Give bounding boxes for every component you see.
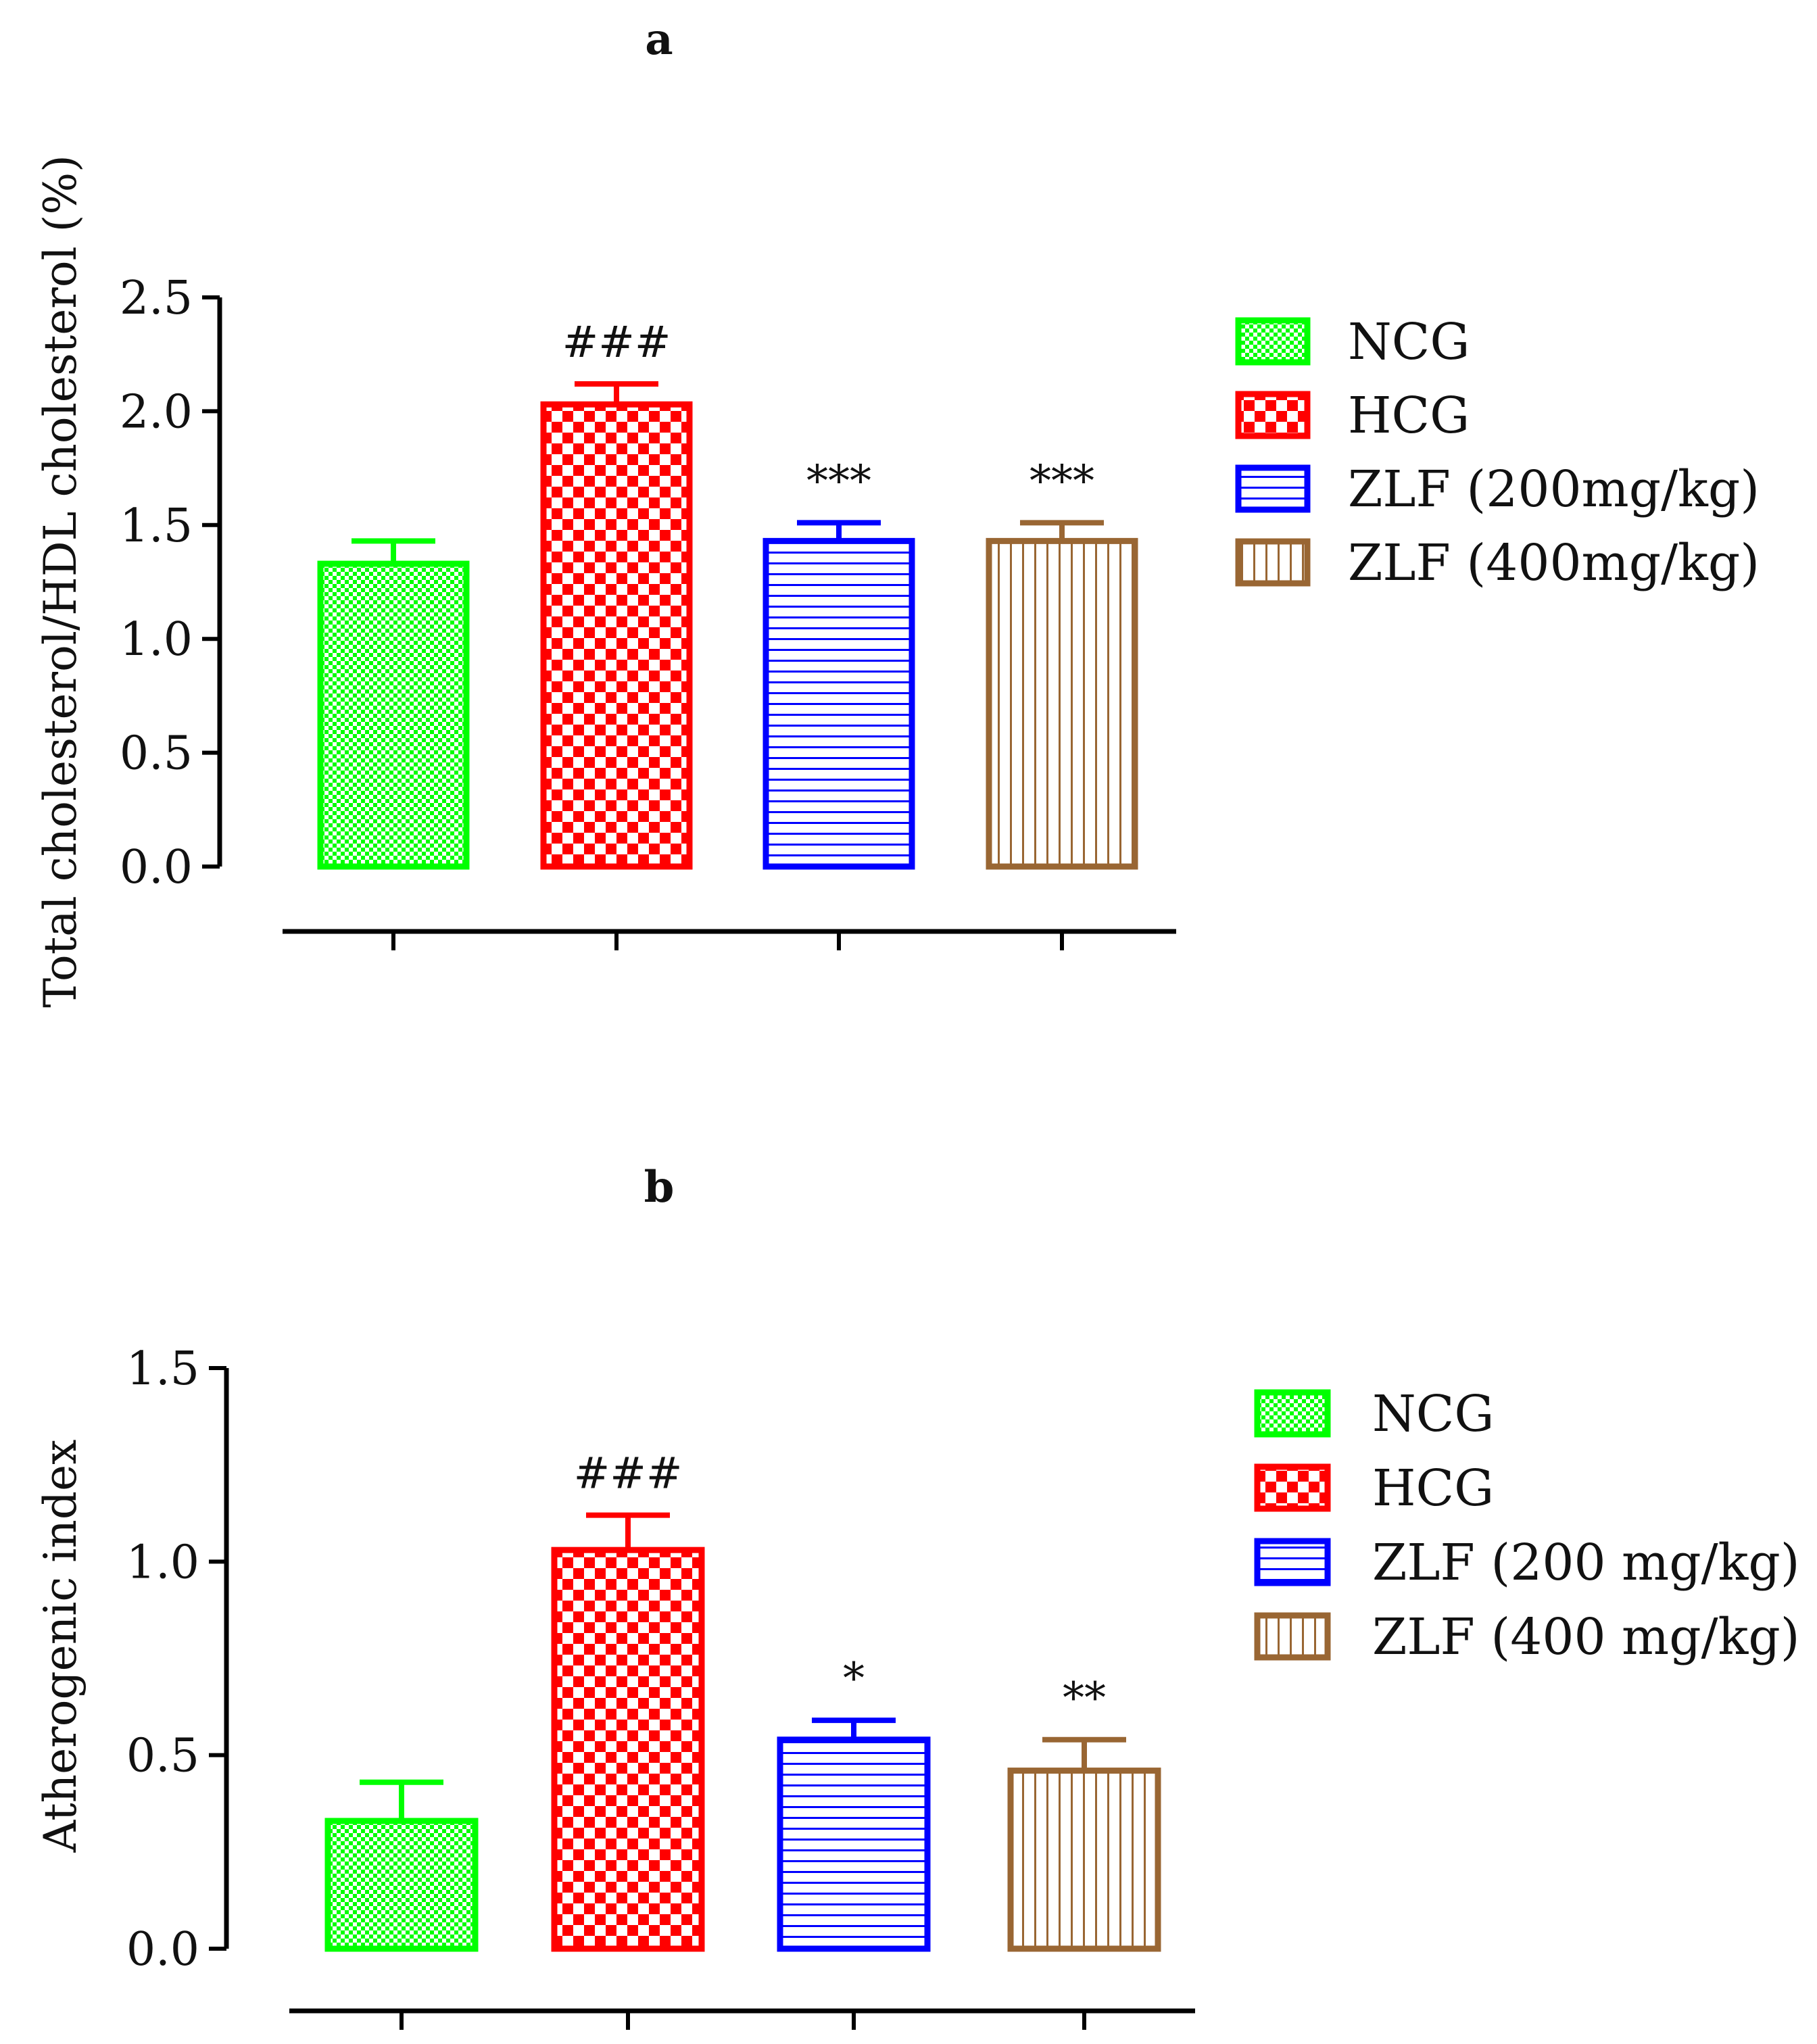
bar-ncg bbox=[317, 560, 470, 870]
y-tick-label: 0.0 bbox=[120, 841, 193, 894]
bar-hcg bbox=[540, 401, 693, 870]
bar-zlf-200mg-kg bbox=[762, 537, 915, 870]
legend-label: ZLF (200 mg/kg) bbox=[1372, 1534, 1800, 1592]
legend-swatch bbox=[1254, 1612, 1331, 1661]
bar-zlf-400-mg-kg bbox=[1007, 1768, 1161, 1952]
significance-label: * bbox=[843, 1654, 865, 1704]
significance-label: *** bbox=[806, 456, 871, 506]
significance-label: *** bbox=[1029, 456, 1094, 506]
legend-label: ZLF (400mg/kg) bbox=[1348, 534, 1760, 592]
panel-a-title: a bbox=[645, 14, 673, 65]
y-tick-label: 0.5 bbox=[120, 727, 193, 781]
bar-hcg bbox=[551, 1547, 705, 1952]
legend-swatch bbox=[1235, 317, 1311, 366]
legend-label: ZLF (400 mg/kg) bbox=[1372, 1608, 1800, 1666]
y-tick-label: 1.5 bbox=[126, 1342, 199, 1396]
legend-swatch bbox=[1254, 1463, 1331, 1512]
panel-b-title: b bbox=[644, 1162, 675, 1213]
legend-swatch bbox=[1254, 1389, 1331, 1438]
legend-label: NCG bbox=[1348, 313, 1470, 371]
legend-label: HCG bbox=[1372, 1459, 1494, 1517]
panel-a: a Total cholesterol/HDL cholesterol (%) … bbox=[34, 14, 1760, 1008]
legend-swatch bbox=[1235, 391, 1311, 439]
legend-label: HCG bbox=[1348, 387, 1470, 445]
panel-b: b Atherogenic index 0.00.51.01.5 ###* ** … bbox=[34, 1162, 1800, 2030]
bar-zlf-200-mg-kg bbox=[777, 1736, 931, 1952]
legend-swatch bbox=[1235, 464, 1311, 513]
y-tick-label: 1.5 bbox=[120, 500, 193, 553]
legend-swatch bbox=[1254, 1538, 1331, 1586]
y-tick-label: 1.0 bbox=[120, 613, 193, 666]
significance-label: ### bbox=[562, 318, 671, 368]
y-tick-label: 0.5 bbox=[126, 1730, 199, 1783]
legend-swatch bbox=[1235, 538, 1311, 587]
y-tick-label: 2.5 bbox=[120, 272, 193, 325]
panel-b-y-axis-label: Atherogenic index bbox=[34, 1440, 87, 1853]
significance-label: ** bbox=[1063, 1674, 1106, 1724]
significance-label: ### bbox=[574, 1449, 683, 1499]
legend-label: NCG bbox=[1372, 1385, 1494, 1443]
bar-zlf-400mg-kg bbox=[986, 537, 1138, 870]
y-tick-label: 2.0 bbox=[120, 385, 193, 439]
y-tick-label: 0.0 bbox=[126, 1923, 199, 1976]
legend-label: ZLF (200mg/kg) bbox=[1348, 460, 1760, 518]
y-tick-label: 1.0 bbox=[126, 1536, 199, 1589]
bar-ncg bbox=[324, 1818, 479, 1952]
panel-a-y-axis-label: Total cholesterol/HDL cholesterol (%) bbox=[34, 155, 87, 1008]
